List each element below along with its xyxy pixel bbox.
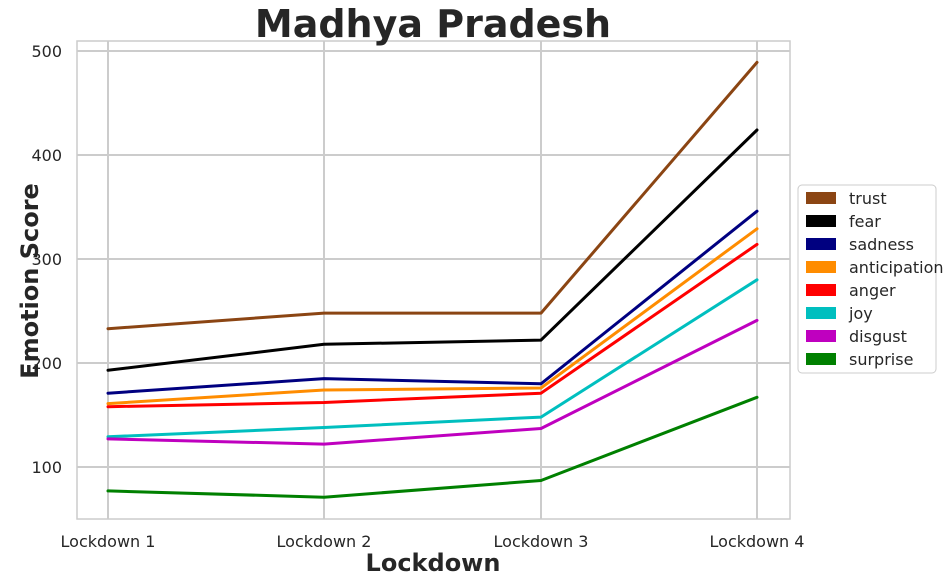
x-tick-label: Lockdown 4 [710,532,805,551]
y-axis-label: Emotion Score [16,183,44,379]
legend-label-trust: trust [849,189,887,208]
y-tick-label: 500 [31,42,62,61]
series-line-fear [106,128,759,372]
plot-area [76,40,791,520]
legend-label-disgust: disgust [849,327,907,346]
series-line-surprise [106,395,759,499]
series-line-anticipation [106,227,759,406]
legend-swatch-trust [806,192,836,204]
legend-frame [797,184,937,374]
y-tick-label: 100 [31,458,62,477]
legend-items: trust fear sadness anticipation anger joy disg… [806,189,943,369]
series-line-trust [106,60,759,331]
legend-label-sadness: sadness [849,235,914,254]
legend-swatch-joy [806,307,836,319]
x-tick-label: Lockdown 3 [494,532,589,551]
x-tick-label: Lockdown 1 [61,532,156,551]
series-line-anger [106,242,759,409]
legend-label-surprise: surprise [849,350,913,369]
x-axis-label: Lockdown [366,549,501,577]
legend-swatch-anticipation [806,261,836,273]
legend-swatch-surprise [806,353,836,365]
legend-swatch-disgust [806,330,836,342]
legend-label-fear: fear [849,212,881,231]
series-line-joy [106,278,759,439]
series-line-disgust [106,318,759,446]
legend-label-anticipation: anticipation [849,258,943,277]
legend-label-joy: joy [848,304,873,323]
legend-swatch-fear [806,215,836,227]
series-lines [106,60,759,499]
y-tick-label: 300 [31,250,62,269]
legend-swatch-anger [806,284,836,296]
series-line-sadness [106,209,759,395]
y-tick-label: 200 [31,354,62,373]
chart-title: Madhya Pradesh [255,2,611,46]
legend-label-anger: anger [849,281,896,300]
grid [77,41,790,519]
y-axis-ticks: 100 200 300 400 500 [31,42,62,477]
y-tick-label: 400 [31,146,62,165]
x-axis-ticks: Lockdown 1 Lockdown 2 Lockdown 3 Lockdown 4 [61,532,805,551]
x-tick-label: Lockdown 2 [277,532,372,551]
legend: trust fear sadness anticipation anger joy disg… [797,184,943,374]
legend-swatch-sadness [806,238,836,250]
